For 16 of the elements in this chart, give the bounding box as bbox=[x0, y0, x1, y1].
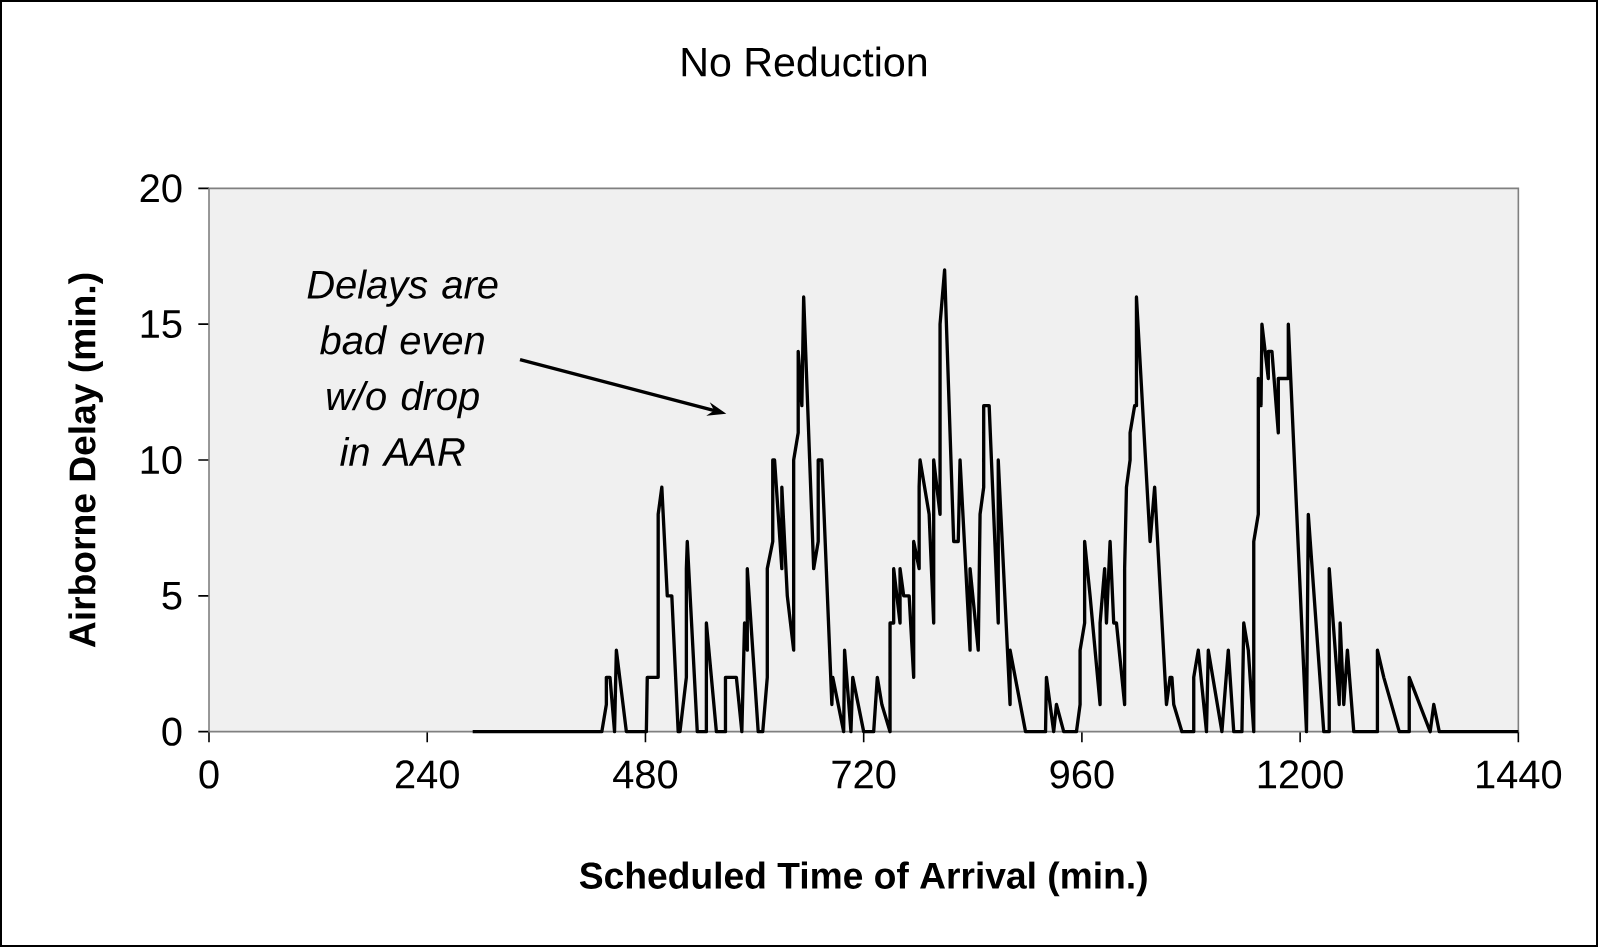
y-tick-label: 15 bbox=[141, 310, 182, 339]
x-tick-label: 720 bbox=[832, 760, 896, 789]
y-tick-label: 5 bbox=[162, 581, 182, 610]
x-tick-label: 480 bbox=[613, 760, 678, 789]
x-tick-label: 240 bbox=[395, 760, 459, 789]
y-tick-label: 10 bbox=[141, 445, 182, 475]
y-axis-title: Airborne Delay (min.) bbox=[68, 273, 103, 648]
x-tick-label: 1200 bbox=[1258, 760, 1343, 789]
x-tick-label: 0 bbox=[199, 760, 219, 789]
y-tick-label: 20 bbox=[140, 174, 182, 203]
y-tick-label: 0 bbox=[162, 717, 182, 746]
chart-title: No Reduction bbox=[682, 46, 927, 77]
x-axis-title: Scheduled Time of Arrival (min.) bbox=[579, 861, 1147, 897]
x-tick-label: 960 bbox=[1050, 760, 1114, 789]
x-tick-label: 1440 bbox=[1477, 760, 1562, 789]
annotation: Delays are bad even w/o drop in AAR bbox=[307, 269, 498, 466]
